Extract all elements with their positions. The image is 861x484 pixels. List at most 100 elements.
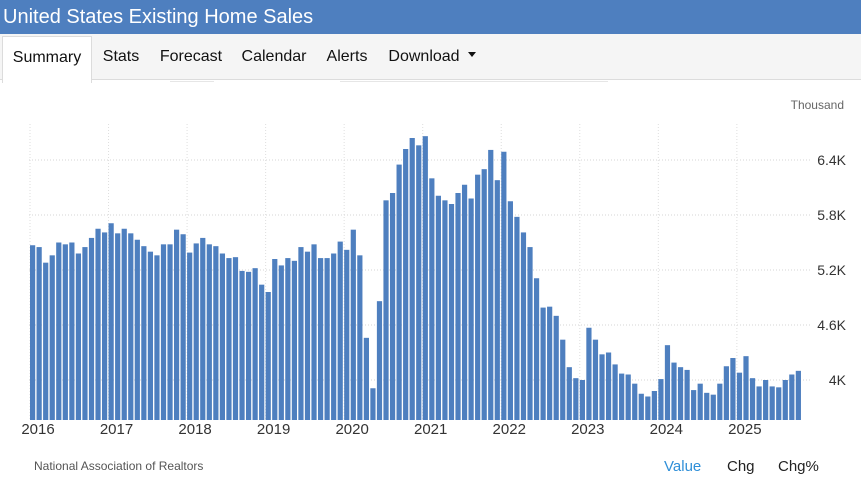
divider (340, 81, 608, 82)
x-tick-label: 2018 (178, 421, 211, 438)
chart-bar (304, 251, 311, 420)
chart-bar (75, 253, 82, 420)
chart-bar (147, 251, 154, 420)
chart-bar (789, 374, 795, 420)
chart-bar (331, 253, 337, 420)
chart-bar (749, 378, 756, 420)
chart-bar (108, 223, 114, 420)
chart-bar (710, 394, 716, 420)
tab-download-label: Download (388, 48, 460, 65)
chart-bar (763, 380, 769, 420)
chart-bar (128, 233, 134, 420)
chart-bar (422, 136, 428, 420)
chart-bar (592, 339, 599, 420)
chart-bar (612, 364, 618, 420)
tab-forecast[interactable]: Forecast (159, 48, 223, 65)
chart-bar (494, 180, 500, 420)
chart-bar (527, 247, 533, 420)
chart-bar (677, 367, 684, 420)
tab-download[interactable]: Download (378, 34, 486, 80)
view-value-link[interactable]: Value (664, 458, 702, 475)
chart-bar (717, 383, 723, 420)
chart-bar (776, 387, 782, 420)
chart-bar (187, 252, 193, 420)
chart-bar (232, 257, 239, 420)
chart-bar (743, 356, 749, 420)
chart-bar (180, 234, 186, 420)
chart-bar (376, 301, 383, 420)
x-tick-label: 2025 (728, 421, 761, 438)
chart-bar (350, 229, 356, 420)
chart-bar (468, 198, 474, 420)
tab-summary[interactable]: Summary (2, 36, 92, 83)
chart-bar (206, 244, 212, 420)
chart-bar (684, 369, 690, 420)
chart-bar (782, 380, 788, 420)
unit-label: Thousand (791, 98, 844, 112)
chart-bar (475, 174, 481, 420)
chart-bar (416, 145, 422, 421)
chart-bar (272, 259, 278, 420)
chart-bar (566, 367, 572, 420)
view-chg-percent-link[interactable]: Chg% (778, 458, 819, 475)
chart-bar (49, 255, 55, 420)
page-title: United States Existing Home Sales (3, 6, 314, 28)
existing-home-sales-chart: 6.4K 5.8K 5.2K 4.6K 4K 2016 2017 2018 2019 2020 20… (21, 98, 846, 438)
chart-bar (344, 249, 350, 420)
chart-bar (357, 255, 363, 420)
x-tick-label: 2017 (100, 421, 133, 438)
chart-bar (769, 386, 775, 420)
tab-alerts[interactable]: Alerts (326, 48, 368, 65)
chart-bar (651, 391, 657, 420)
chart-bar (383, 200, 389, 420)
chart-bar (370, 388, 376, 420)
chart-bar (795, 370, 801, 420)
chart-bar (43, 262, 49, 420)
chart-bar (56, 242, 62, 420)
chart-bar (442, 200, 448, 420)
chart-bar (291, 260, 297, 420)
chart-bar (389, 193, 396, 420)
x-tick-label: 2022 (493, 421, 526, 438)
y-tick-label: 5.8K (817, 207, 846, 223)
chart-bar (488, 149, 494, 420)
chart-bar (363, 337, 369, 420)
chart-bar (396, 164, 402, 420)
chart-bar (540, 307, 546, 420)
source-label: National Association of Realtors (34, 459, 204, 473)
chart-bar (95, 228, 101, 420)
chart-bar (756, 386, 762, 420)
chart-bar (403, 149, 409, 420)
chart-bar (278, 265, 284, 420)
chart-bar (134, 239, 140, 420)
y-tick-label: 6.4K (817, 152, 846, 168)
chart-bar (252, 268, 258, 420)
chart-bar (704, 392, 710, 420)
chart-bars (30, 136, 801, 421)
y-tick-label: 4.6K (817, 317, 846, 333)
chart-bar (213, 246, 219, 420)
divider (170, 81, 214, 82)
x-tick-label: 2019 (257, 421, 290, 438)
chart-bar (337, 241, 343, 420)
chart-bar (697, 383, 703, 420)
chart-bar (560, 339, 566, 420)
chart-bar (645, 396, 651, 420)
chart-bar (533, 278, 540, 420)
title-bar: United States Existing Home Sales (0, 0, 861, 34)
chart-bar (736, 372, 743, 420)
x-tick-label: 2024 (650, 421, 683, 438)
chart-bar (69, 242, 75, 420)
chart-bar (311, 244, 317, 420)
chart-bar (501, 151, 507, 420)
tab-calendar[interactable]: Calendar (241, 48, 307, 65)
chart-bar (448, 204, 455, 420)
chart-bar (723, 366, 729, 420)
tab-stats[interactable]: Stats (102, 48, 140, 65)
chart-bar (200, 237, 206, 420)
chart-bar (514, 216, 520, 420)
chart-labels: 6.4K 5.8K 5.2K 4.6K 4K 2016 2017 2018 2019 2020 20… (21, 98, 846, 438)
chart-bar (62, 244, 68, 420)
chart-bar (435, 195, 441, 420)
view-chg-link[interactable]: Chg (727, 458, 755, 475)
